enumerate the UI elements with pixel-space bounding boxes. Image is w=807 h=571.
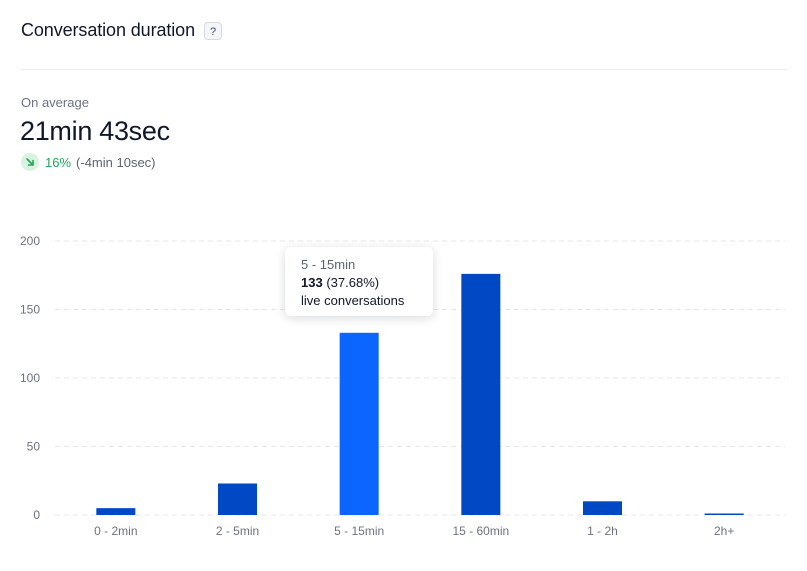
chart-header: Conversation duration ? <box>21 20 223 41</box>
y-tick-label: 0 <box>33 508 40 522</box>
help-button[interactable]: ? <box>204 21 223 40</box>
bar <box>461 273 501 515</box>
tooltip-percent: (37.68%) <box>326 275 380 290</box>
change-percent: 16% <box>45 154 72 170</box>
x-tick-label: 0 - 2min <box>94 524 137 538</box>
divider <box>21 69 787 70</box>
average-label: On average <box>21 95 89 110</box>
y-tick-label: 100 <box>20 371 40 385</box>
y-tick-label: 50 <box>27 440 41 454</box>
x-tick-label: 1 - 2h <box>587 524 618 538</box>
page-title: Conversation duration <box>21 20 196 40</box>
y-tick-label: 200 <box>20 234 40 248</box>
change-delta: (-4min 10sec) <box>76 154 156 170</box>
y-tick-label: 150 <box>20 303 40 317</box>
bar <box>339 332 379 515</box>
bar-chart: 0 50 100 150 200 0 - 2min 2 - 5min 5 - 15min 15 … <box>20 234 785 538</box>
tooltip-value: 133 (37.68%) <box>301 274 417 292</box>
bar <box>218 483 257 515</box>
bar <box>96 508 136 515</box>
x-tick-label: 2 - 5min <box>216 524 259 538</box>
x-tick-label: 15 - 60min <box>452 524 509 538</box>
bar <box>583 501 622 515</box>
chart-tooltip: 5 - 15min 133 (37.68%) live conversation… <box>285 247 433 316</box>
x-tick-label: 5 - 15min <box>334 524 384 538</box>
average-value: 21min 43sec <box>20 116 170 146</box>
tooltip-metric: live conversations <box>301 293 405 308</box>
trend-indicator: 16% (-4min 10sec) <box>21 153 156 171</box>
arrow-down-right-icon <box>21 153 39 171</box>
tooltip-category: 5 - 15min <box>301 257 356 272</box>
tooltip-count: 133 <box>301 275 323 290</box>
bar <box>704 513 744 515</box>
x-tick-label: 2h+ <box>714 524 734 538</box>
